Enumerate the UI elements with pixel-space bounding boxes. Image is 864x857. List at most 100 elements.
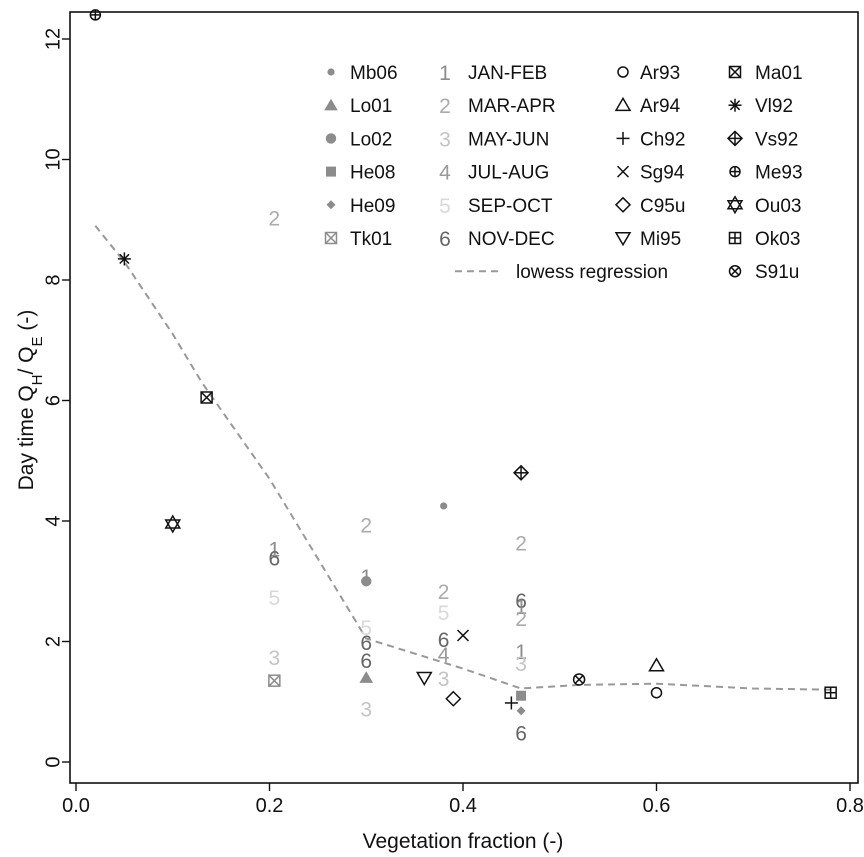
y-tick-label: 4 (42, 515, 64, 526)
legend-entry-mi95: Mi95 (614, 229, 681, 250)
legend-entry-he08: He08 (326, 163, 395, 184)
x-tick-label: 0.0 (62, 795, 90, 817)
legend-label: MAR-APR (468, 96, 556, 117)
month-label-point: 3 (438, 668, 450, 691)
plot-frame (69, 11, 859, 784)
asterisk-legend-icon (728, 98, 742, 112)
smalldot-legend-icon (327, 68, 335, 76)
circleplus-legend-icon (729, 165, 741, 178)
legend-entry-tk01: Tk01 (324, 229, 392, 250)
diamondplus-legend-icon (726, 130, 744, 147)
month-labels-layer: 21653215663256432612136 (268, 207, 526, 745)
filledtri-legend-icon (324, 98, 338, 111)
legend-entry-ok03: Ok03 (728, 229, 800, 250)
legend-label: Me93 (755, 163, 803, 184)
y-tick-label: 2 (42, 636, 64, 647)
x-tick-label: 0.8 (836, 795, 864, 817)
legend-label: Ou03 (755, 196, 801, 217)
month-label-point: 3 (360, 698, 372, 721)
month-label-point: 2 (360, 515, 372, 538)
y-tick-label: 10 (42, 148, 64, 170)
legend-entry-me93: Me93 (729, 163, 803, 184)
boxx-legend-icon (728, 65, 742, 79)
data-point-mi95 (415, 671, 433, 686)
legend-label: NOV-DEC (468, 229, 555, 250)
data-point-ok03 (824, 686, 837, 699)
legend-entry-ar93: Ar93 (617, 63, 680, 84)
legend: Mb06 Lo01 Lo02 He08 He09 Tk01 1 JAN-FEB 2 MAR-APR… (324, 62, 803, 283)
legend-label: MAY-JUN (468, 129, 549, 150)
data-point-vs92 (512, 464, 530, 481)
month-label-point: 6 (515, 722, 527, 745)
filledcircle-legend-icon (325, 133, 337, 144)
y-tick-label: 6 (42, 395, 64, 406)
month-label-point: 6 (438, 629, 450, 652)
month-label-point: 6 (515, 590, 527, 613)
month-label-point: 1 (268, 539, 280, 562)
legend-entry-ar94: Ar94 (614, 96, 681, 117)
month-label-point: 5 (268, 587, 280, 610)
circlex-legend-icon (728, 264, 742, 278)
month-label-point: 6 (268, 548, 280, 571)
data-point-lo02 (361, 576, 372, 587)
data-point-me93 (89, 9, 102, 21)
legend-label: Sg94 (640, 163, 685, 184)
legend-entry-c95u: C95u (614, 196, 685, 217)
legend-entry-sg94: Sg94 (616, 163, 685, 184)
triangle-legend-icon (614, 96, 632, 112)
y-tick-label: 8 (42, 274, 64, 285)
legend-label: lowess regression (516, 262, 668, 283)
legend-entry-mb06: Mb06 (327, 63, 398, 84)
legend-label: Ch92 (640, 129, 685, 150)
month-label-point: 3 (268, 647, 280, 670)
legend-label: Ar94 (640, 96, 681, 117)
y-tick-label: 0 (42, 756, 64, 767)
boxx-legend-icon (324, 231, 338, 245)
legend-label: Lo02 (350, 129, 392, 150)
data-point-lo01 (359, 671, 374, 683)
legend-entry-month-4: 4 JUL-AUG (439, 162, 549, 185)
legend-label: He09 (350, 196, 395, 217)
data-point-vl92 (117, 252, 131, 266)
legend-entry-vs92: Vs92 (726, 129, 798, 150)
legend-entry-lo01: Lo01 (324, 96, 392, 117)
y-axis-title: Day time QH/ QE (-) (15, 310, 46, 491)
legend-entry-vl92: Vl92 (728, 96, 793, 117)
x-tick-label: 0.6 (643, 795, 671, 817)
legend-label: Ar93 (640, 63, 680, 84)
month-label-point: 2 (515, 608, 527, 631)
legend-entry-lo02: Lo02 (325, 129, 392, 150)
legend-label: C95u (640, 196, 685, 217)
month-label-point: 2 (438, 581, 450, 604)
month-label-point: 2 (515, 533, 527, 556)
month-label-point: 4 (438, 644, 450, 667)
legend-label: Vs92 (755, 129, 798, 150)
data-point-ma01 (200, 391, 213, 404)
month-label-point: 5 (438, 602, 450, 625)
month-label-point: 2 (268, 207, 280, 230)
boxplus-legend-icon (728, 231, 742, 245)
legend-label: Mi95 (640, 229, 681, 250)
y-axis: 0 2 4 6 8 10 12 (42, 28, 70, 768)
legend-entry-month-1: 1 JAN-FEB (439, 62, 547, 85)
legend-month-digit: 2 (439, 95, 451, 118)
data-point-ar94 (648, 657, 665, 672)
lowess-regression-line (94, 225, 831, 691)
month-label-point: 3 (515, 653, 527, 676)
filleddiamond-legend-icon (326, 200, 336, 210)
data-point-ou03 (164, 514, 182, 534)
trianglev-legend-icon (614, 232, 632, 247)
legend-label: Tk01 (350, 229, 392, 250)
x-tick-label: 0.4 (449, 795, 477, 817)
legend-entry-ma01: Ma01 (728, 63, 803, 84)
month-label-point: 6 (360, 632, 372, 655)
data-point-tk01 (268, 674, 281, 687)
legend-label: SEP-OCT (468, 196, 553, 217)
legend-label: Lo01 (350, 96, 392, 117)
legend-label: He08 (350, 163, 395, 184)
legend-label: Vl92 (755, 96, 793, 117)
filledsquare-legend-icon (326, 166, 336, 177)
star-legend-icon (726, 195, 744, 215)
diamond-legend-icon (614, 196, 632, 213)
month-label-point: 1 (515, 641, 527, 664)
